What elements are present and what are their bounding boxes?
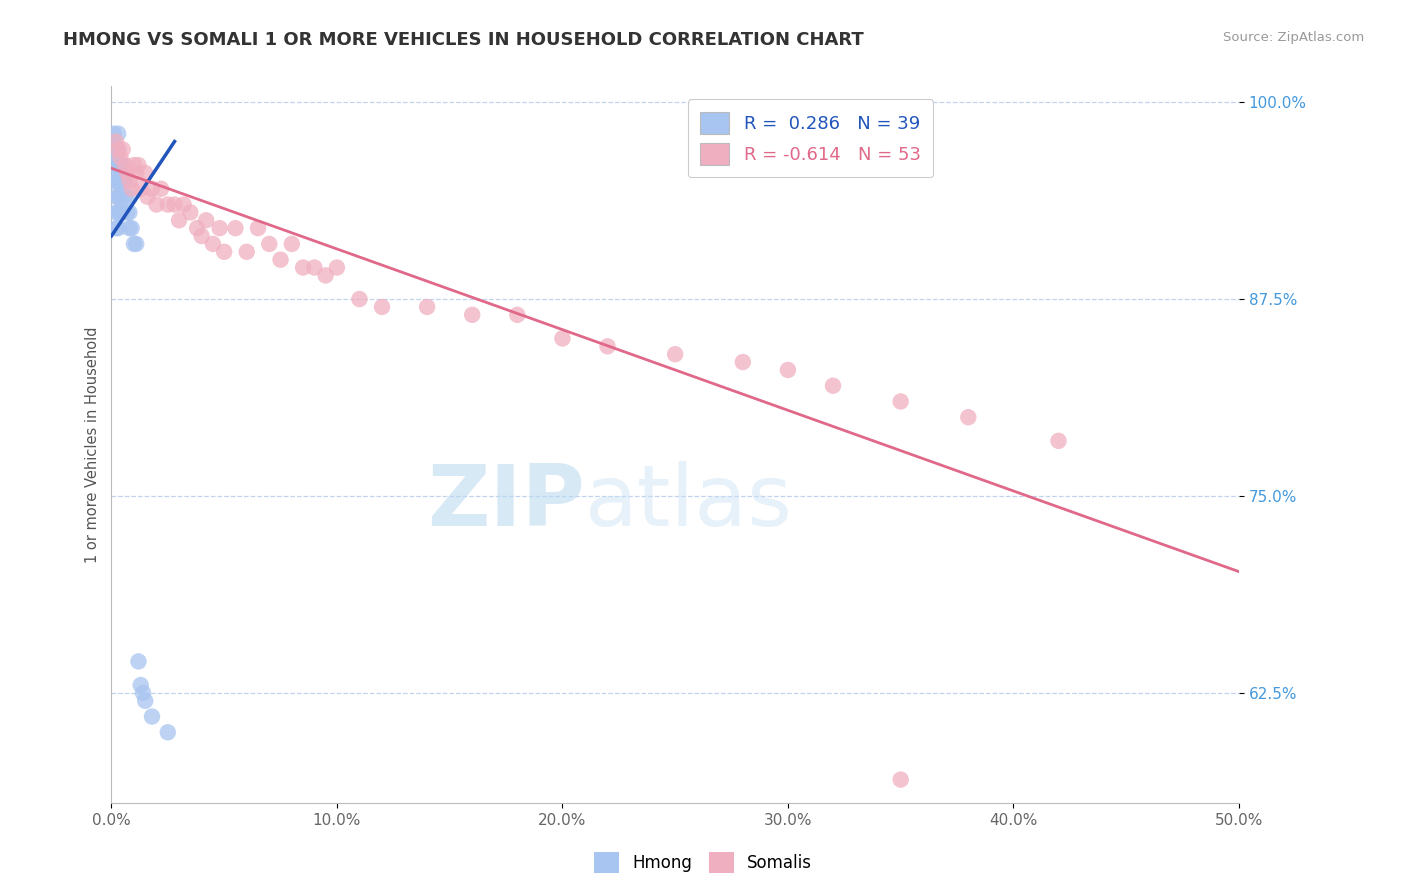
Point xyxy=(107,127,129,141)
Point xyxy=(107,174,129,188)
Point xyxy=(315,268,337,283)
Point xyxy=(145,197,167,211)
Point xyxy=(270,252,292,267)
Point xyxy=(110,158,132,172)
Point xyxy=(107,142,129,156)
Point xyxy=(281,236,304,251)
Point xyxy=(127,655,149,669)
Point xyxy=(246,221,269,235)
Text: HMONG VS SOMALI 1 OR MORE VEHICLES IN HOUSEHOLD CORRELATION CHART: HMONG VS SOMALI 1 OR MORE VEHICLES IN HO… xyxy=(63,31,865,49)
Point xyxy=(111,174,134,188)
Point xyxy=(186,221,208,235)
Point xyxy=(416,300,439,314)
Point xyxy=(118,205,141,219)
Legend: R =  0.286   N = 39, R = -0.614   N = 53: R = 0.286 N = 39, R = -0.614 N = 53 xyxy=(688,99,934,178)
Point xyxy=(110,205,132,219)
Point xyxy=(136,189,159,203)
Point xyxy=(129,678,152,692)
Point xyxy=(103,142,125,156)
Point xyxy=(551,331,574,345)
Point xyxy=(304,260,326,275)
Point xyxy=(190,229,212,244)
Point xyxy=(664,347,686,361)
Point xyxy=(104,135,127,149)
Point xyxy=(110,174,132,188)
Point xyxy=(104,142,127,156)
Text: atlas: atlas xyxy=(585,460,793,543)
Point xyxy=(115,189,138,203)
Point xyxy=(371,300,394,314)
Point xyxy=(141,709,163,723)
Point xyxy=(118,221,141,235)
Point xyxy=(506,308,529,322)
Y-axis label: 1 or more Vehicles in Household: 1 or more Vehicles in Household xyxy=(86,326,100,563)
Point xyxy=(103,158,125,172)
Point xyxy=(326,260,349,275)
Point xyxy=(107,205,129,219)
Point xyxy=(776,363,799,377)
Point xyxy=(114,189,136,203)
Point xyxy=(107,158,129,172)
Point xyxy=(195,213,218,227)
Point xyxy=(292,260,315,275)
Point xyxy=(114,158,136,172)
Point xyxy=(132,686,155,700)
Point xyxy=(461,308,484,322)
Point xyxy=(179,205,201,219)
Point xyxy=(208,221,231,235)
Point xyxy=(150,182,173,196)
Point xyxy=(173,197,195,211)
Point xyxy=(127,158,149,172)
Point xyxy=(163,197,186,211)
Point xyxy=(224,221,246,235)
Point xyxy=(107,221,129,235)
Point xyxy=(104,158,127,172)
Point xyxy=(821,378,844,392)
Point xyxy=(103,174,125,188)
Point xyxy=(125,236,148,251)
Point xyxy=(107,142,129,156)
Text: ZIP: ZIP xyxy=(427,460,585,543)
Point xyxy=(125,166,148,180)
Point xyxy=(104,189,127,203)
Point xyxy=(111,142,134,156)
Point xyxy=(114,174,136,188)
Point xyxy=(118,174,141,188)
Point xyxy=(1047,434,1070,448)
Point xyxy=(596,339,619,353)
Text: Source: ZipAtlas.com: Source: ZipAtlas.com xyxy=(1223,31,1364,45)
Point xyxy=(235,244,257,259)
Point xyxy=(134,166,156,180)
Point xyxy=(104,174,127,188)
Point xyxy=(156,197,179,211)
Point xyxy=(167,213,190,227)
Point xyxy=(129,182,152,196)
Point xyxy=(104,221,127,235)
Legend: Hmong, Somalis: Hmong, Somalis xyxy=(588,846,818,880)
Point xyxy=(156,725,179,739)
Point xyxy=(115,205,138,219)
Point xyxy=(349,292,371,306)
Point xyxy=(121,182,143,196)
Point xyxy=(259,236,281,251)
Point xyxy=(731,355,754,369)
Point xyxy=(122,236,145,251)
Point xyxy=(890,394,912,409)
Point xyxy=(111,205,134,219)
Point xyxy=(111,158,134,172)
Point xyxy=(141,182,163,196)
Point xyxy=(104,205,127,219)
Point xyxy=(121,221,143,235)
Point xyxy=(107,189,129,203)
Point xyxy=(134,694,156,708)
Point xyxy=(115,166,138,180)
Point xyxy=(110,189,132,203)
Point xyxy=(890,772,912,787)
Point xyxy=(957,410,980,425)
Point xyxy=(110,150,132,164)
Point xyxy=(212,244,235,259)
Point xyxy=(201,236,224,251)
Point xyxy=(122,158,145,172)
Point xyxy=(103,127,125,141)
